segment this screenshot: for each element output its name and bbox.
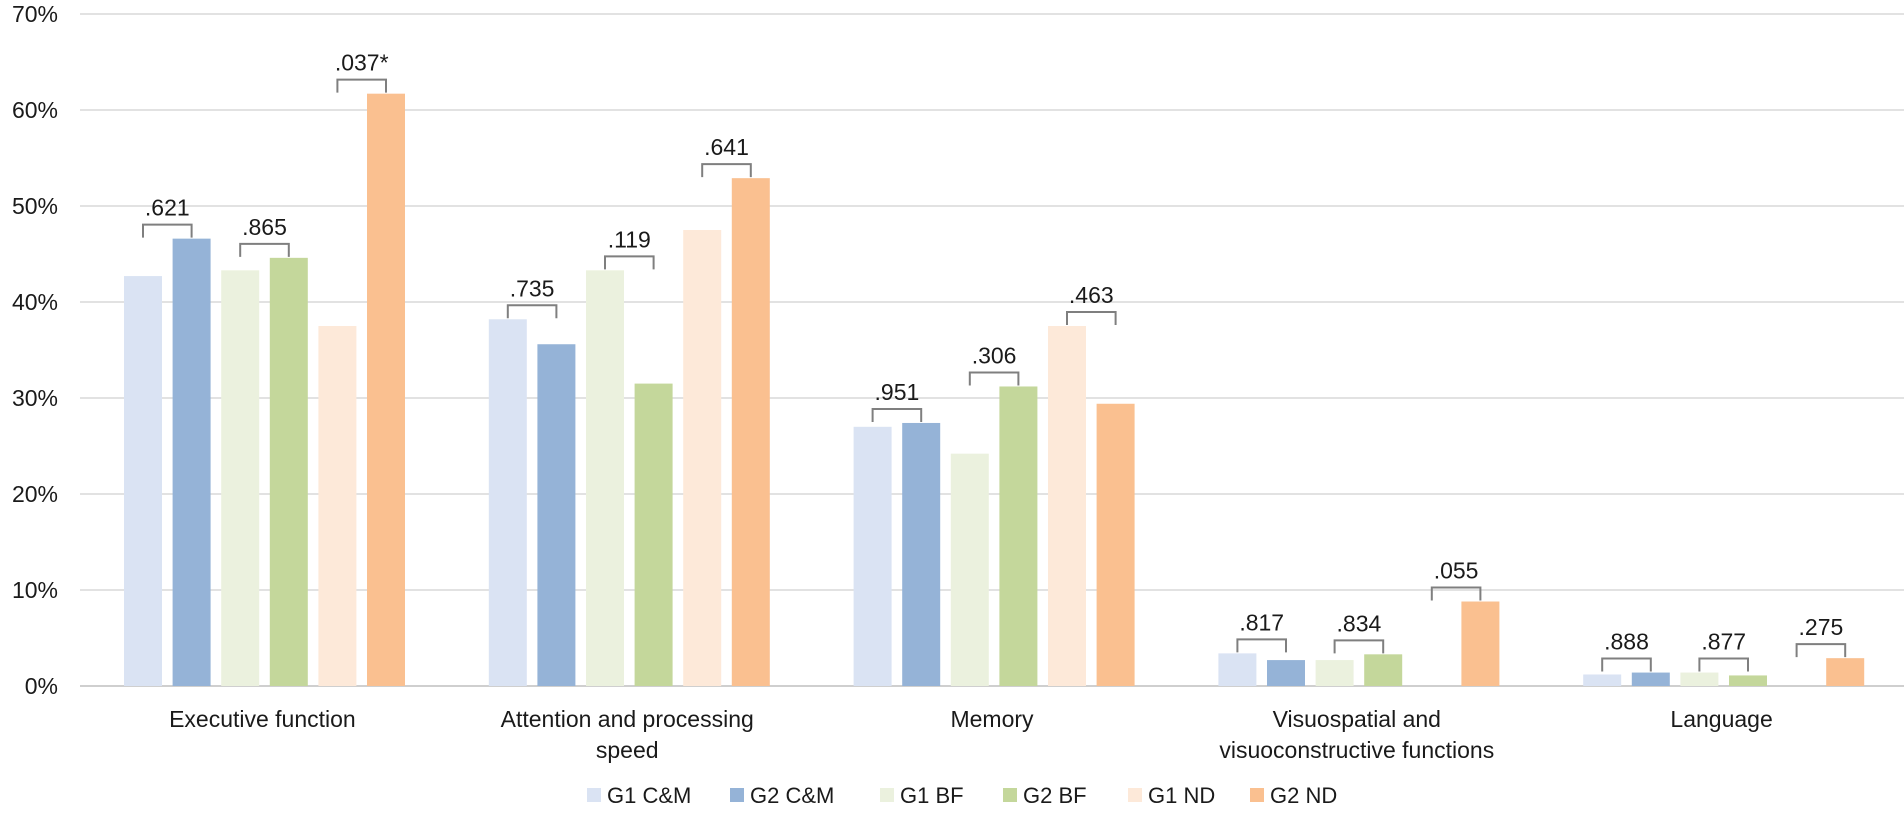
bar	[683, 230, 722, 686]
category-label: Memory	[950, 706, 1034, 732]
bar	[999, 386, 1038, 686]
legend-label: G2 BF	[1023, 783, 1087, 808]
p-value-label: .641	[704, 134, 749, 160]
bar	[221, 270, 260, 686]
legend-label: G1 ND	[1148, 783, 1215, 808]
bar	[1267, 660, 1305, 686]
y-tick-label: 20%	[12, 481, 58, 507]
significance-bracket	[506, 304, 558, 319]
significance-bracket	[1430, 586, 1482, 601]
bar	[586, 270, 624, 686]
significance-bracket	[968, 371, 1020, 386]
significance-bracket	[871, 407, 923, 422]
p-value-label: .037*	[335, 50, 389, 76]
bar	[537, 344, 576, 686]
legend-swatch	[880, 788, 894, 802]
bar	[1583, 674, 1622, 686]
y-tick-label: 10%	[12, 577, 58, 603]
significance-bracket	[1236, 638, 1287, 653]
bar	[1461, 601, 1500, 686]
legend-label: G1 BF	[900, 783, 964, 808]
p-value-label: .865	[242, 214, 287, 240]
bar	[1364, 654, 1403, 686]
category-label: visuoconstructive functions	[1219, 737, 1494, 763]
legend-label: G1 C&M	[607, 783, 691, 808]
legend-swatch	[1250, 788, 1264, 802]
bar	[634, 383, 673, 686]
bar	[1218, 653, 1257, 686]
legend-swatch	[730, 788, 744, 802]
significance-bracket	[604, 255, 655, 270]
bar	[1096, 403, 1135, 686]
significance-bracket	[1333, 639, 1385, 654]
bar	[1315, 660, 1354, 686]
significance-bracket	[142, 223, 193, 238]
bar	[902, 422, 941, 686]
bar	[269, 257, 308, 686]
legend-label: G2 C&M	[750, 783, 834, 808]
bar	[1631, 672, 1670, 686]
bar	[1826, 658, 1865, 686]
p-value-label: .055	[1434, 558, 1479, 584]
y-tick-label: 30%	[12, 385, 58, 411]
bar	[124, 276, 162, 686]
significance-bracket	[336, 78, 387, 93]
legend-label: G2 ND	[1270, 783, 1337, 808]
y-tick-label: 40%	[12, 289, 58, 315]
y-tick-label: 50%	[12, 193, 58, 219]
bar	[1680, 672, 1719, 686]
bar	[172, 238, 211, 686]
p-value-label: .951	[875, 379, 920, 405]
p-value-label: .817	[1239, 609, 1284, 635]
legend-swatch	[1003, 788, 1017, 802]
p-value-label: .735	[510, 275, 555, 301]
category-label: Attention and processing	[501, 706, 754, 732]
bar	[853, 426, 892, 686]
p-value-label: .834	[1337, 610, 1382, 636]
bar	[950, 453, 989, 686]
bar	[367, 93, 405, 687]
y-tick-label: 60%	[12, 97, 58, 123]
y-tick-label: 0%	[25, 673, 58, 699]
significance-bracket	[1066, 311, 1117, 325]
p-value-label: .621	[145, 195, 190, 221]
legend-swatch	[1128, 788, 1142, 802]
bar	[1729, 675, 1767, 686]
legend-swatch	[587, 788, 601, 802]
significance-bracket	[1698, 657, 1749, 672]
p-value-label: .463	[1069, 282, 1114, 308]
category-label: speed	[596, 737, 659, 763]
significance-bracket	[1795, 643, 1847, 658]
p-value-label: .275	[1799, 614, 1844, 640]
category-label: Language	[1670, 706, 1772, 732]
significance-bracket	[1601, 657, 1652, 672]
bar	[731, 178, 770, 686]
significance-bracket	[239, 242, 290, 257]
category-label: Visuospatial and	[1273, 706, 1441, 732]
bar	[318, 326, 357, 686]
p-value-label: .119	[608, 226, 651, 252]
significance-bracket	[701, 163, 752, 178]
bar	[488, 319, 527, 686]
p-value-label: .888	[1604, 629, 1649, 655]
p-value-label: .877	[1701, 629, 1746, 655]
y-tick-label: 70%	[12, 1, 58, 27]
p-value-label: .306	[972, 342, 1017, 368]
category-label: Executive function	[169, 706, 356, 732]
bar	[1048, 326, 1086, 686]
